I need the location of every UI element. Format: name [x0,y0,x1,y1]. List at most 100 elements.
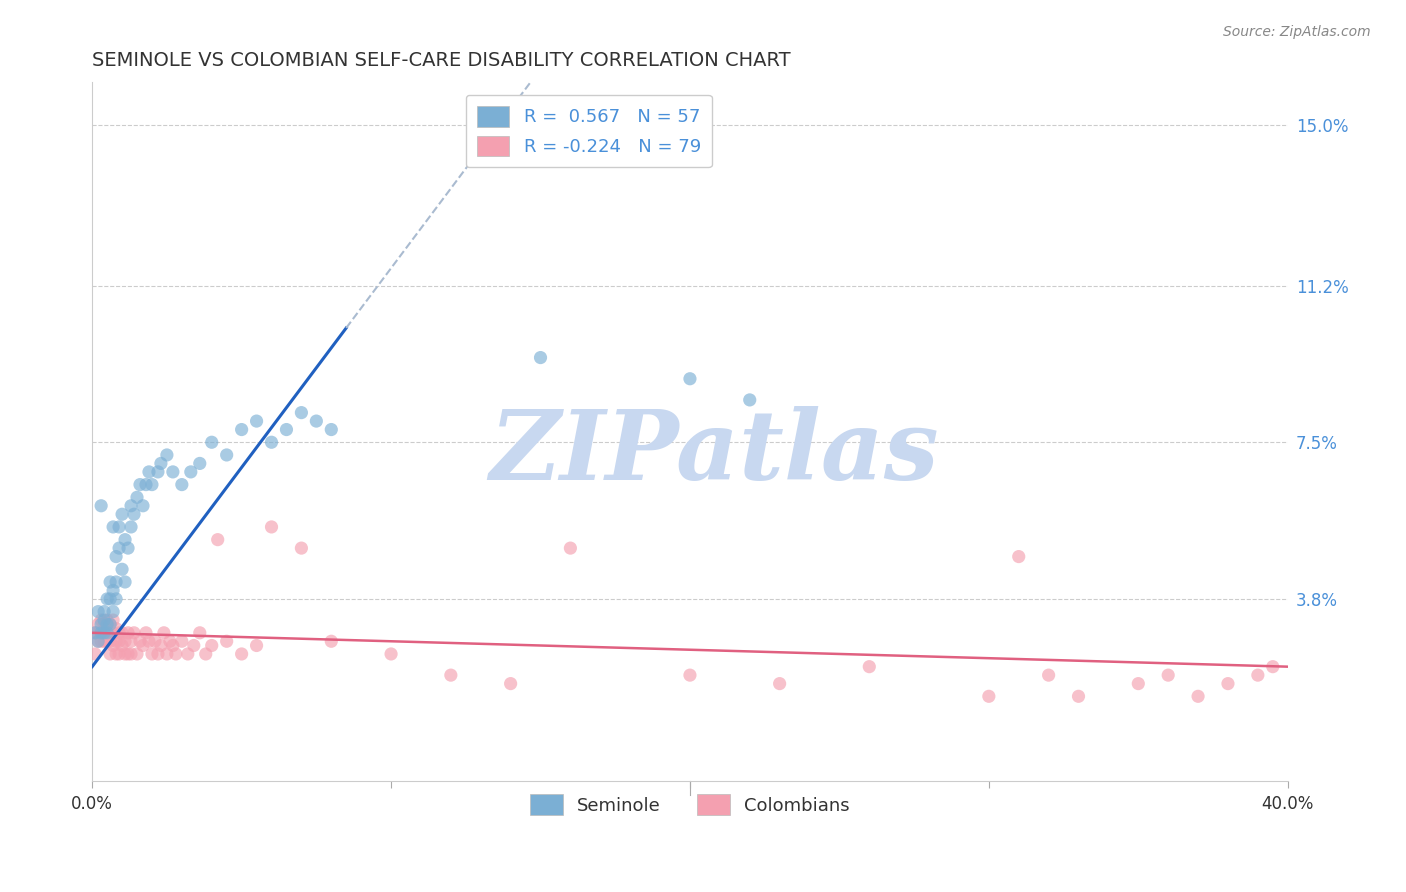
Point [125,647,148,661]
Point [499,676,522,690]
Point [114,647,136,661]
Point [87,605,110,619]
Point [149,639,172,653]
Point [117,647,139,661]
Point [93,605,115,619]
Point [159,634,181,648]
Point [87,634,110,648]
Point [146,465,169,479]
Point [122,508,145,522]
Point [96,617,118,632]
Point [188,625,211,640]
Point [114,634,136,648]
Point [105,574,128,589]
Point [215,448,238,462]
Point [738,392,761,407]
Point [93,625,115,640]
Point [560,541,582,555]
Point [108,541,131,555]
Point [101,625,124,640]
Point [188,457,211,471]
Point [93,613,115,627]
Point [1008,549,1031,564]
Point [90,634,112,648]
Point [90,625,112,640]
Point [120,499,142,513]
Point [90,625,112,640]
Point [290,541,312,555]
Point [114,574,136,589]
Point [141,647,163,661]
Point [105,622,128,636]
Legend: Seminole, Colombians: Seminole, Colombians [522,786,859,824]
Point [90,613,112,627]
Point [162,639,184,653]
Point [1261,659,1284,673]
Point [108,520,131,534]
Point [125,491,148,505]
Point [977,690,1000,704]
Text: Source: ZipAtlas.com: Source: ZipAtlas.com [1223,25,1371,39]
Point [858,659,880,673]
Point [117,625,139,640]
Point [96,613,118,627]
Point [768,676,790,690]
Point [90,499,112,513]
Point [1216,676,1239,690]
Point [101,613,124,627]
Point [138,634,160,648]
Point [129,477,152,491]
Point [122,625,145,640]
Point [96,591,118,606]
Point [105,549,128,564]
Point [120,520,142,534]
Point [101,583,124,598]
Point [231,423,253,437]
Point [120,647,142,661]
Point [111,562,134,576]
Point [149,457,172,471]
Point [170,634,193,648]
Point [170,477,193,491]
Point [201,435,224,450]
Point [138,465,160,479]
Point [1038,668,1060,682]
Point [101,520,124,534]
Point [98,634,121,648]
Point [90,617,112,632]
Point [260,435,283,450]
Point [96,625,118,640]
Point [245,414,267,428]
Point [96,625,118,640]
Point [162,465,184,479]
Point [380,647,402,661]
Point [111,625,134,640]
Point [276,423,298,437]
Point [129,634,152,648]
Point [1067,690,1090,704]
Text: SEMINOLE VS COLOMBIAN SELF-CARE DISABILITY CORRELATION CHART: SEMINOLE VS COLOMBIAN SELF-CARE DISABILI… [93,51,790,70]
Point [440,668,463,682]
Point [84,625,107,640]
Point [105,647,128,661]
Point [305,414,328,428]
Point [93,634,115,648]
Point [101,605,124,619]
Point [120,634,142,648]
Point [132,499,155,513]
Point [183,639,205,653]
Point [108,634,131,648]
Point [98,574,121,589]
Point [87,634,110,648]
Point [117,541,139,555]
Point [98,617,121,632]
Point [111,508,134,522]
Point [1187,690,1209,704]
Point [135,477,157,491]
Point [1247,668,1270,682]
Point [101,639,124,653]
Point [290,406,312,420]
Point [156,448,179,462]
Point [98,617,121,632]
Point [231,647,253,661]
